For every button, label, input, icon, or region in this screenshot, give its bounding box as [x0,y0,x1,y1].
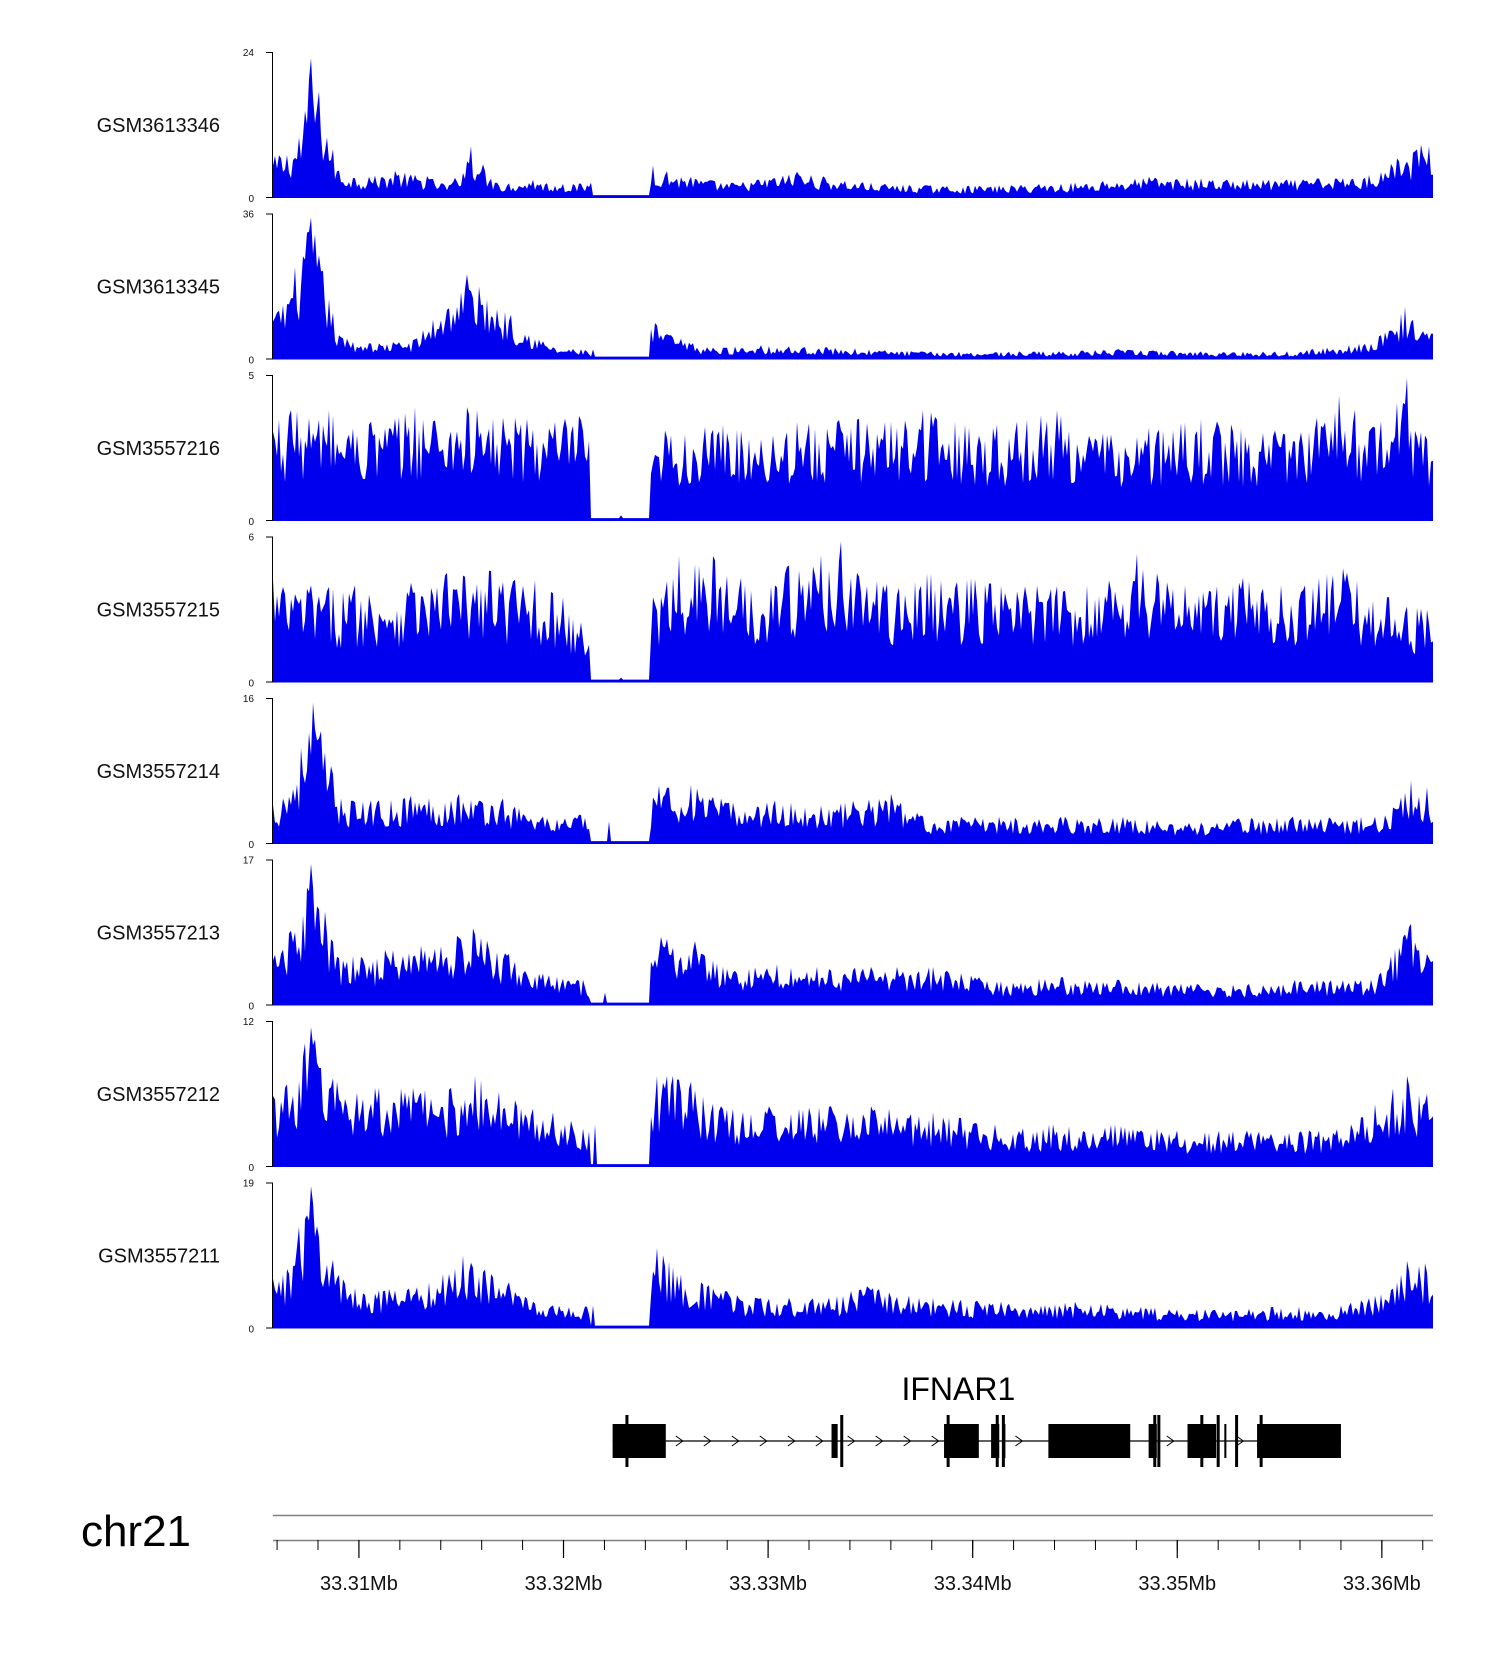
exon-boundary [946,1415,950,1467]
exon-block [1048,1424,1131,1458]
coverage-area [273,377,1433,521]
intron-arrow [731,1435,740,1447]
exon-block [1257,1424,1341,1458]
axis-tick-label: 33.35Mb [1138,1573,1216,1595]
y-min-label: 0 [248,679,254,690]
y-max-label: 36 [243,210,255,221]
exon-boundary [1200,1415,1204,1467]
exon-block [1148,1424,1157,1458]
intron-arrow [931,1435,940,1447]
track-label: GSM3557216 [97,438,220,460]
axis-tick-label: 33.31Mb [320,1573,398,1595]
coverage-area [273,1186,1433,1329]
exon-block [1224,1424,1227,1458]
track-label: GSM3557214 [97,761,220,783]
track-label: GSM3613346 [97,115,220,137]
y-max-label: 24 [243,48,255,59]
track-gsm3613345: GSM3613345 36 0 [97,210,1433,367]
y-max-label: 19 [243,1179,255,1190]
track-label: GSM3557212 [97,1084,220,1106]
y-max-label: 12 [243,1017,255,1028]
y-max-label: 6 [248,533,254,544]
exon-boundary [1216,1415,1220,1467]
coverage-area [273,541,1433,683]
exon-block [944,1424,979,1458]
y-max-label: 17 [243,856,255,867]
track-label: GSM3557211 [98,1246,220,1268]
y-min-label: 0 [248,1325,254,1336]
intron-arrow [875,1435,884,1447]
coverage-area [273,1027,1433,1167]
track-gsm3557211: GSM3557211 19 0 [98,1179,1433,1336]
y-min-label: 0 [248,1002,254,1013]
exon-boundary [1153,1415,1157,1467]
y-min-label: 0 [248,194,254,205]
axis-tick-label: 33.34Mb [934,1573,1012,1595]
track-label: GSM3557215 [97,600,220,622]
track-gsm3557214: GSM3557214 16 0 [97,694,1433,851]
exon-block [612,1424,666,1458]
track-gsm3613346: GSM3613346 24 0 [97,48,1433,205]
track-label: GSM3613345 [97,277,220,299]
y-max-label: 16 [243,694,255,705]
intron-arrow [1015,1435,1024,1447]
gene-model: IFNAR1 [612,1371,1341,1467]
intron-arrow [1166,1435,1175,1447]
track-gsm3557216: GSM3557216 5 0 [97,371,1433,528]
exon-boundary [1235,1415,1239,1467]
exon-boundary [1259,1415,1263,1467]
intron-arrow [847,1435,856,1447]
exon-boundary [840,1415,844,1467]
coverage-area [273,58,1433,198]
y-min-label: 0 [248,356,254,367]
intron-arrow [787,1435,796,1447]
intron-arrow [1236,1435,1245,1447]
intron-arrow [903,1435,912,1447]
y-min-label: 0 [248,517,254,528]
axis-tick-label: 33.32Mb [525,1573,603,1595]
coverage-area [273,863,1433,1006]
exon-boundary [995,1415,999,1467]
exon-boundary [625,1415,629,1467]
track-gsm3557212: GSM3557212 12 0 [97,1017,1433,1174]
gene-name-label: IFNAR1 [901,1371,1015,1407]
intron-arrow [675,1435,684,1447]
tracks-layer: GSM3613346240GSM3613345360GSM355721650GS… [97,48,1433,1336]
coverage-area [273,217,1433,360]
track-gsm3557215: GSM3557215 6 0 [97,533,1433,690]
exon-block [831,1424,838,1458]
genome-axis: chr21 33.31Mb 33.32Mb 33.33Mb 33.34Mb 33.35Mb… [81,1507,1433,1595]
axis-tick-label: 33.36Mb [1343,1573,1421,1595]
track-label: GSM3557213 [97,923,220,945]
exon-boundary [1157,1415,1161,1467]
intron-arrow [759,1435,768,1447]
intron-arrow [703,1435,712,1447]
exon-block [991,1424,1000,1458]
exon-boundary [1001,1415,1005,1467]
y-max-label: 5 [248,371,254,382]
track-gsm3557213: GSM3557213 17 0 [97,856,1433,1013]
coverage-area [273,702,1433,844]
y-min-label: 0 [248,1163,254,1174]
intron-arrow [815,1435,824,1447]
y-min-label: 0 [248,840,254,851]
axis-tick-label: 33.33Mb [729,1573,807,1595]
chromosome-label: chr21 [81,1507,191,1556]
